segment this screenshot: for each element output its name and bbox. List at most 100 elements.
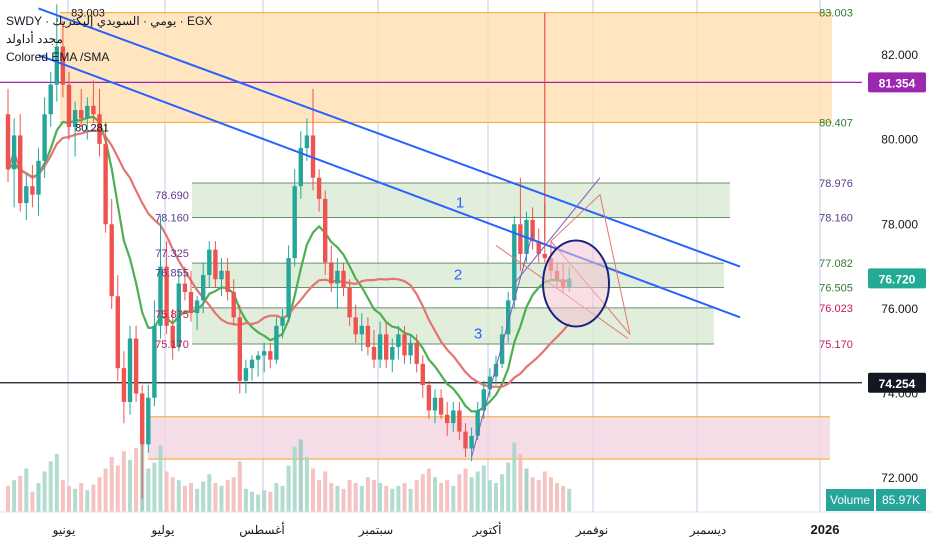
volume-bar (500, 474, 505, 512)
candle-body (445, 414, 450, 424)
candle-body (127, 338, 133, 402)
candle-body (85, 105, 90, 119)
candle-body (390, 346, 395, 360)
candle-body (243, 368, 249, 381)
candle-body (219, 270, 224, 280)
candle-body (426, 385, 432, 411)
price-badges: 81.354 76.720 74.254 (868, 72, 926, 393)
time-label: سبتمبر (358, 523, 393, 537)
legend-symbol[interactable]: SWDY · يومي · السويدي إليكتريك · EGX (6, 14, 213, 28)
candle-body (481, 389, 486, 411)
fan-ray (513, 177, 601, 284)
volume-bar (182, 485, 187, 512)
price-badge-label: 81.354 (879, 76, 916, 90)
candle-body (79, 110, 84, 119)
volume-bar (298, 439, 303, 512)
candle-body (384, 334, 389, 360)
volume-bar (426, 468, 431, 512)
trendline (38, 7, 741, 268)
candle-body (121, 368, 127, 402)
level-label: 78.976 (819, 178, 853, 190)
volume-bar (414, 480, 419, 512)
candle-body (268, 351, 273, 360)
candle-body (18, 135, 23, 204)
candle-body (262, 351, 267, 356)
candle-body (225, 270, 230, 292)
highlight-circle (542, 239, 610, 328)
price-tick-label: 72.000 (881, 471, 918, 485)
candle-body (140, 393, 145, 445)
candle-body (451, 410, 456, 424)
volume-bar (518, 454, 523, 512)
volume-bar (73, 488, 78, 512)
candle-body (530, 220, 535, 242)
volume-bar (555, 483, 559, 512)
candle-body (512, 224, 517, 301)
volume-bar (231, 477, 236, 512)
volume-bar (250, 491, 254, 512)
candle-body (170, 325, 175, 347)
volume-bar (268, 491, 273, 512)
candle-body (286, 258, 291, 318)
volume-bar (170, 477, 175, 512)
volume-readout: Volume 85.97K (826, 489, 926, 511)
candle-body (371, 346, 377, 360)
volume-bar (335, 485, 340, 512)
candle-body (432, 397, 438, 411)
level-label: 80.407 (819, 117, 853, 129)
candle-body (201, 275, 206, 301)
volume-value-box (876, 489, 926, 511)
volume-bar (359, 485, 364, 512)
candle-body (237, 317, 242, 381)
candle-body (188, 291, 194, 314)
candle-body (487, 376, 493, 390)
chart-legend: SWDY · يومي · السويدي إليكتريك · EGX مجد… (6, 12, 212, 66)
candle-body (274, 325, 279, 360)
price-badge (868, 72, 926, 93)
volume-bar (237, 461, 242, 512)
volume-bar (494, 483, 498, 512)
candle-body (329, 262, 334, 284)
candle-body (310, 135, 316, 178)
level-label: 78.160 (155, 212, 189, 224)
volume-bar (402, 483, 407, 512)
candle-body (493, 363, 499, 377)
level-label: 80.281 (75, 123, 109, 135)
volume-bar (48, 461, 53, 512)
volume-bar (158, 445, 163, 512)
volume-bar (103, 468, 108, 512)
candle-body (97, 114, 102, 144)
volume-bar (24, 468, 29, 512)
time-label: يونيو (52, 523, 76, 537)
volume-bar (213, 483, 218, 512)
candle-body (146, 397, 151, 445)
time-label: ديسمبر (689, 523, 727, 537)
level-label: 75.875 (155, 309, 189, 321)
volume-bar (347, 480, 352, 512)
price-badge (868, 268, 926, 289)
volume-bar (36, 483, 41, 512)
volume-bar (445, 480, 450, 512)
legend-indicator[interactable]: Colored EMA /SMA (6, 50, 110, 64)
volume-bar (286, 465, 291, 512)
volume-bar (542, 471, 547, 512)
zone-number: 2 (454, 266, 462, 283)
candle-body (115, 296, 120, 369)
candle-body (48, 84, 53, 115)
zone-pink (148, 416, 830, 460)
candle-body (231, 291, 236, 318)
price-badge-label: 74.254 (879, 377, 916, 391)
candle-body (506, 300, 511, 335)
candle-body (5, 114, 11, 170)
candle-body (54, 46, 59, 85)
time-label: يوليو (150, 523, 174, 537)
candle-body (280, 317, 285, 326)
candle-body (182, 283, 188, 292)
candle-body (60, 46, 66, 85)
candle-body (152, 325, 157, 398)
volume-bar (463, 468, 468, 512)
volume-bar (280, 485, 285, 512)
